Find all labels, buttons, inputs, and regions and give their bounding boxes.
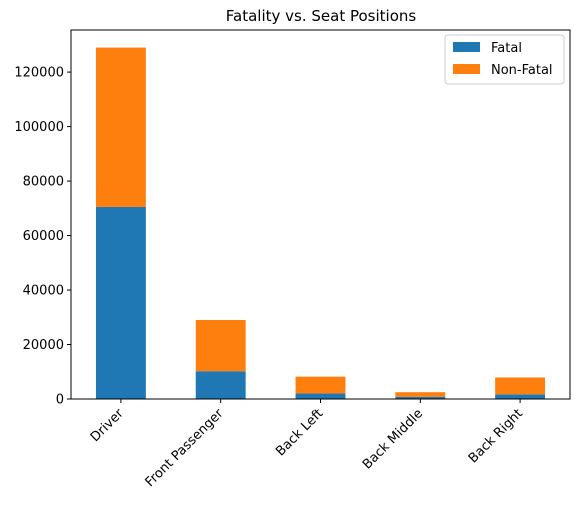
y-tick-label: 40000 bbox=[23, 284, 64, 299]
x-tick-label: Back Right bbox=[466, 406, 526, 466]
legend-swatch-non-fatal bbox=[453, 64, 480, 74]
y-tick-label: 60000 bbox=[23, 229, 64, 244]
y-tick-label: 80000 bbox=[23, 175, 64, 190]
y-axis: 0 20000 40000 60000 80000 100000 120000 bbox=[14, 66, 71, 408]
x-axis: Driver Front Passenger Back Left Back Middl… bbox=[88, 399, 526, 490]
y-tick-label: 0 bbox=[56, 393, 64, 408]
legend-swatch-fatal bbox=[453, 42, 480, 52]
bar-non-fatal-driver bbox=[95, 47, 146, 207]
legend-label-fatal: Fatal bbox=[491, 41, 522, 56]
legend-label-non-fatal: Non-Fatal bbox=[491, 63, 553, 78]
bar-fatal-back-middle bbox=[395, 396, 446, 399]
plot-frame bbox=[70, 29, 571, 400]
x-tick-label: Front Passenger bbox=[143, 406, 227, 490]
y-tick-label: 120000 bbox=[14, 66, 64, 81]
bar-non-fatal-back-middle bbox=[395, 392, 446, 397]
bar-fatal-back-right bbox=[495, 394, 546, 399]
bar-fatal-back-left bbox=[295, 393, 346, 399]
bar-fatal-driver bbox=[95, 206, 146, 399]
bar-fatal-front-passenger bbox=[195, 371, 246, 399]
bar-non-fatal-back-left bbox=[295, 376, 346, 394]
legend: Fatal Non-Fatal bbox=[444, 34, 565, 85]
bars-group bbox=[95, 47, 546, 399]
x-tick-label: Driver bbox=[88, 406, 127, 445]
y-tick-label: 100000 bbox=[14, 120, 64, 135]
bar-non-fatal-front-passenger bbox=[195, 319, 246, 372]
chart-title: Fatality vs. Seat Positions bbox=[226, 7, 417, 25]
bar-non-fatal-back-right bbox=[495, 377, 546, 395]
x-tick-label: Back Left bbox=[273, 406, 326, 459]
x-tick-label: Back Middle bbox=[360, 406, 426, 472]
y-tick-label: 20000 bbox=[23, 338, 64, 353]
